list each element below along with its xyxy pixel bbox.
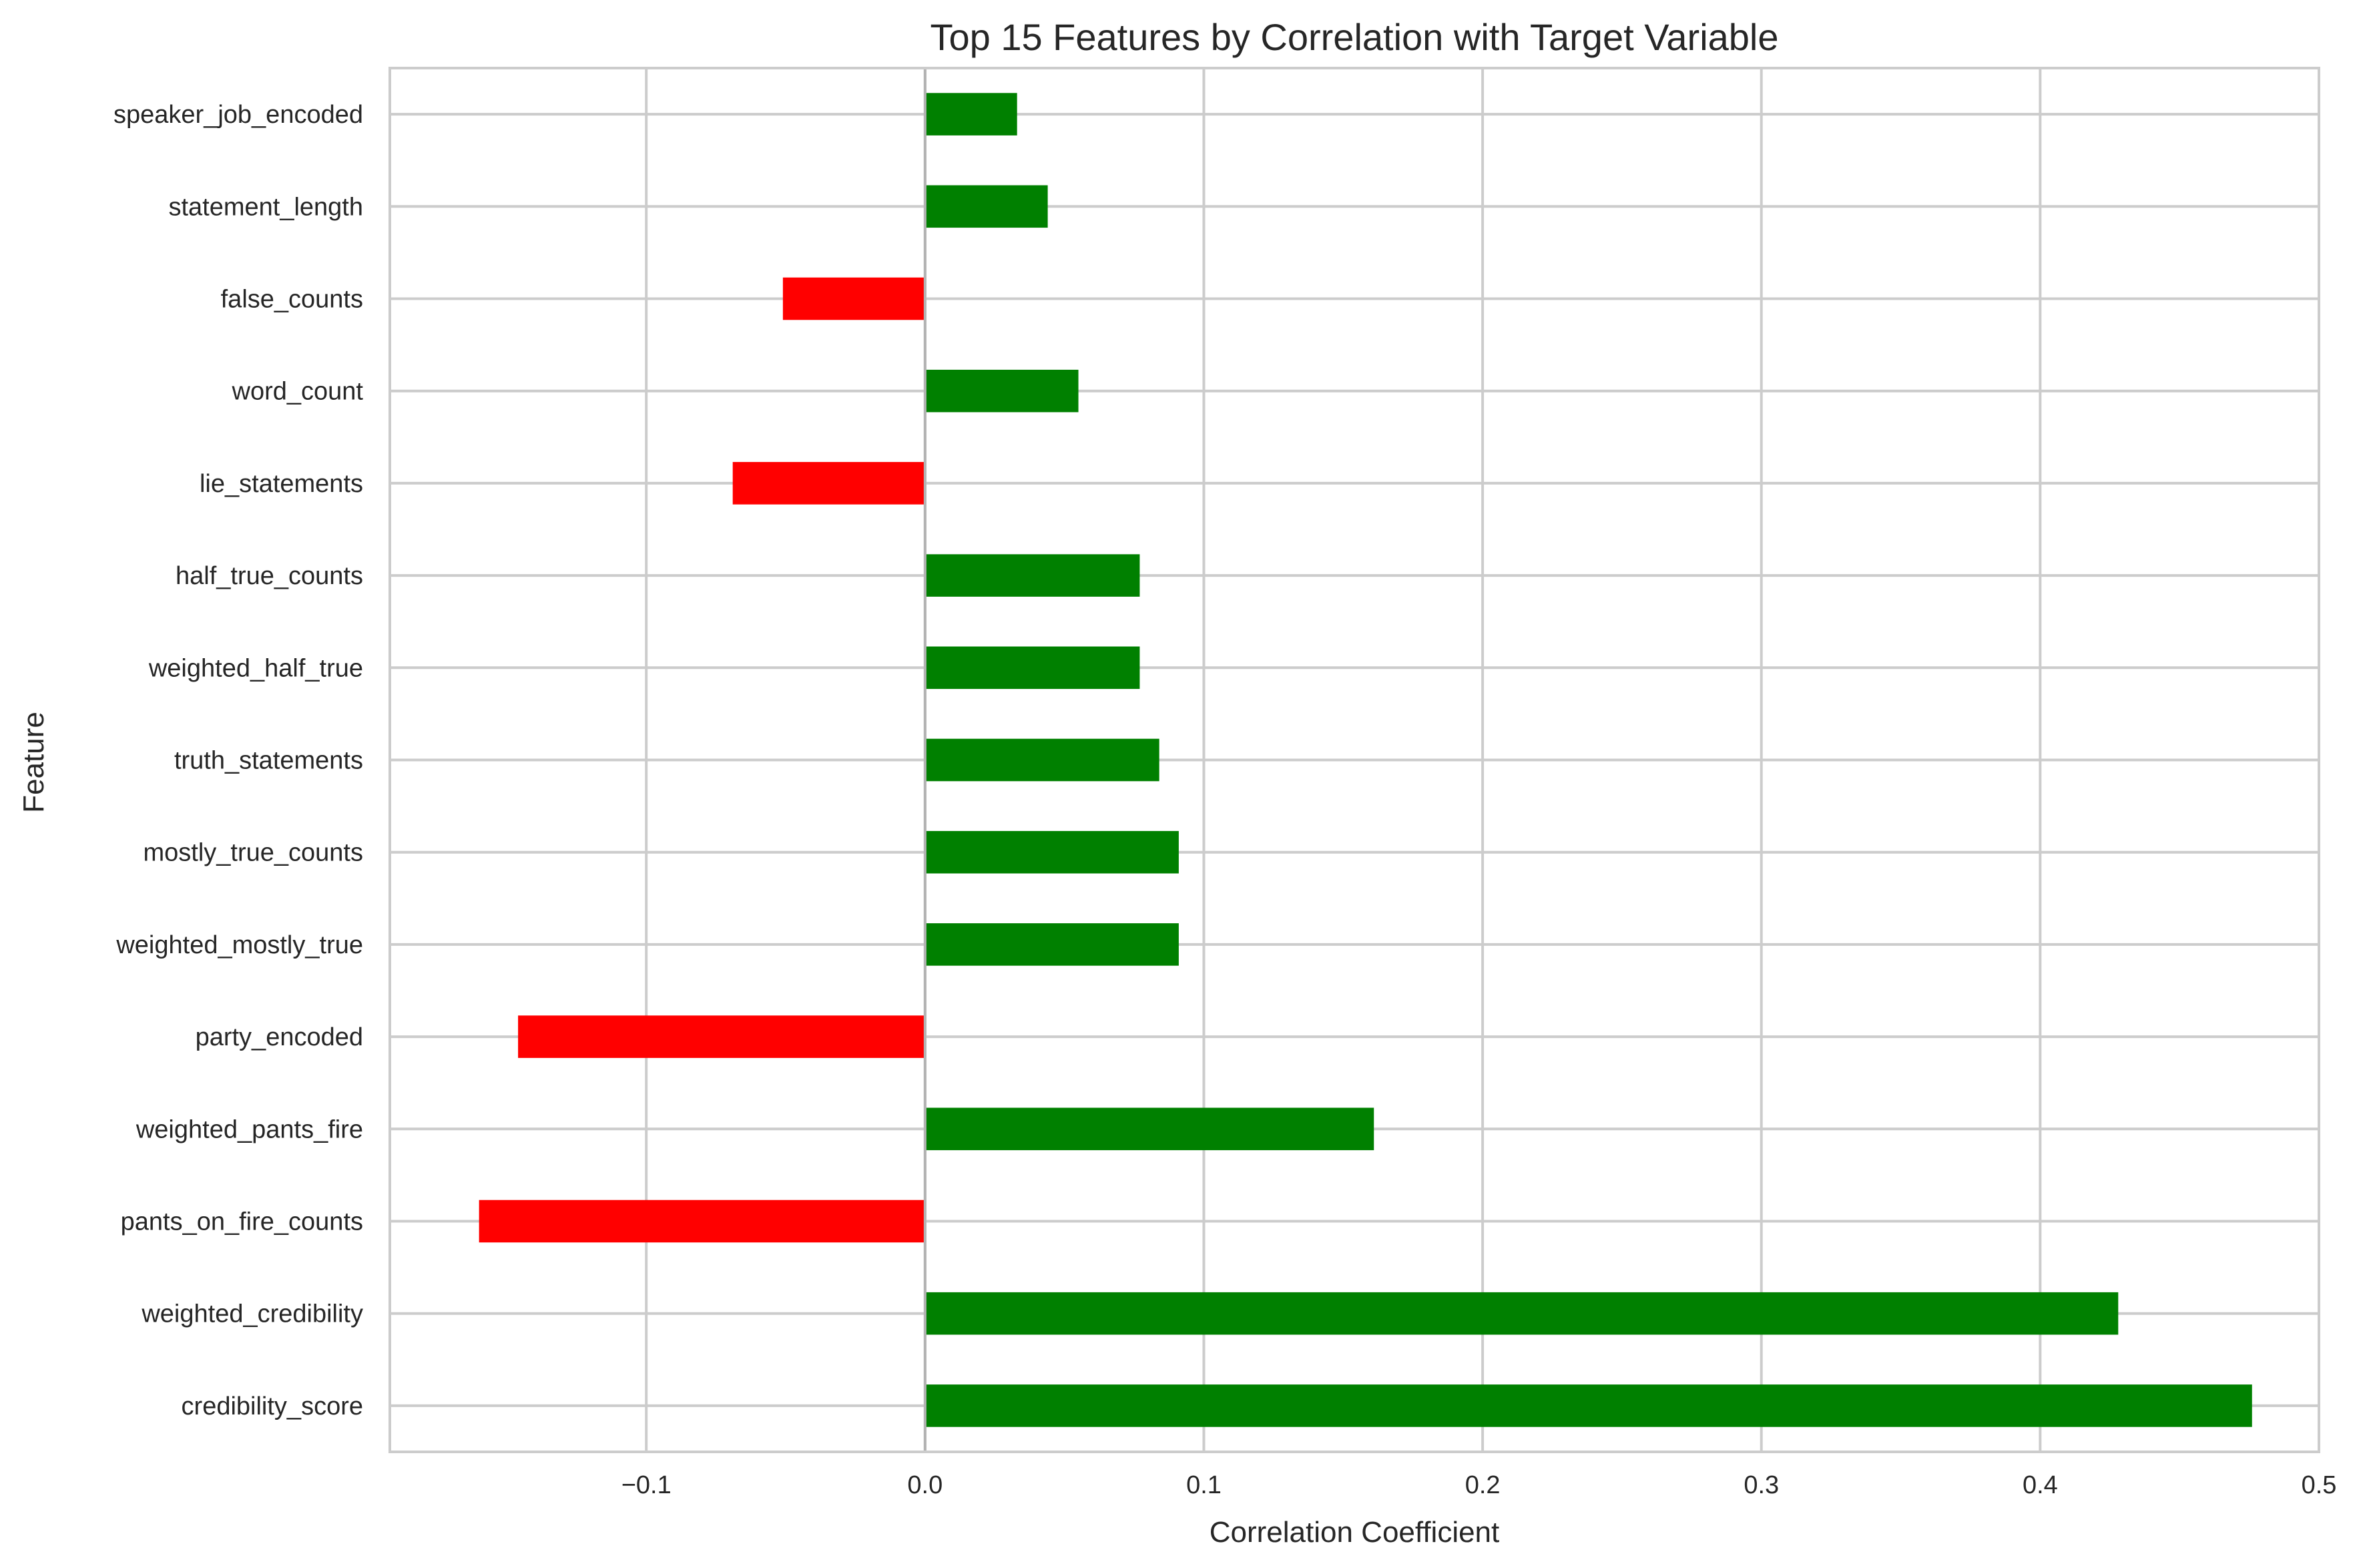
y-tick-label: credibility_score <box>182 1392 363 1420</box>
x-tick-label: −0.1 <box>621 1471 672 1499</box>
bar-statement-length <box>925 185 1048 228</box>
plot-frame <box>388 67 2320 1453</box>
y-tick-label: word_count <box>232 378 364 406</box>
y-tick-label: pants_on_fire_counts <box>121 1208 363 1236</box>
bar-weighted-pants-fire <box>925 1107 1374 1151</box>
bar-credibility-score <box>925 1384 2252 1427</box>
bar-speaker-job-encoded <box>925 93 1017 136</box>
bars <box>479 93 2252 1427</box>
y-tick-label: weighted_credibility <box>141 1300 363 1328</box>
x-tick-label: 0.2 <box>1465 1471 1501 1499</box>
bar-party-encoded <box>518 1015 925 1058</box>
x-tick-label: 0.5 <box>2302 1471 2337 1499</box>
bar-weighted-credibility <box>925 1292 2119 1335</box>
y-tick-label: lie_statements <box>200 470 363 498</box>
y-tick-label: weighted_mostly_true <box>115 931 363 959</box>
y-tick-label: mostly_true_counts <box>144 839 364 867</box>
x-tick-labels: −0.1 0.0 0.1 0.2 0.3 0.4 0.5 <box>621 1471 2337 1499</box>
bar-weighted-mostly-true <box>925 923 1179 966</box>
y-tick-label: statement_length <box>168 193 363 221</box>
y-tick-label: party_encoded <box>196 1023 363 1051</box>
chart-title: Top 15 Features by Correlation with Targ… <box>930 16 1778 58</box>
x-tick-label: 0.3 <box>1744 1471 1779 1499</box>
y-tick-label: speaker_job_encoded <box>113 101 363 129</box>
y-tick-label: weighted_pants_fire <box>136 1115 363 1143</box>
bar-weighted-half-true <box>925 646 1140 690</box>
bar-lie-statements <box>732 462 925 505</box>
y-tick-label: half_true_counts <box>176 562 363 590</box>
x-tick-label: 0.4 <box>2023 1471 2058 1499</box>
grid-lines <box>390 68 2319 1452</box>
x-tick-label: 0.0 <box>907 1471 943 1499</box>
bar-false-counts <box>782 277 925 320</box>
bar-half-true-counts <box>925 554 1140 597</box>
bar-pants-on-fire-counts <box>479 1200 925 1243</box>
bar-word-count <box>925 369 1079 413</box>
y-tick-label: truth_statements <box>174 747 363 775</box>
x-tick-label: 0.1 <box>1186 1471 1222 1499</box>
x-axis-label: Correlation Coefficient <box>1210 1516 1500 1549</box>
y-tick-label: weighted_half_true <box>148 654 363 682</box>
bar-truth-statements <box>925 738 1159 782</box>
y-tick-label: false_counts <box>221 286 363 314</box>
bar-mostly-true-counts <box>925 830 1179 874</box>
y-tick-labels: speaker_job_encoded statement_lengthfalse… <box>113 101 363 1420</box>
y-axis-label: Feature <box>17 712 50 813</box>
